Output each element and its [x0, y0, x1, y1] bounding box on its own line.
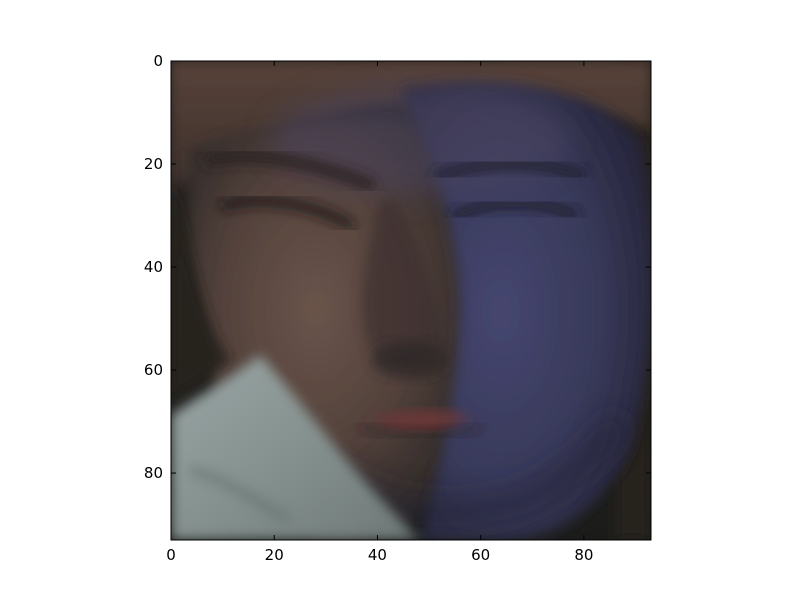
x-tick-label: 80	[574, 546, 593, 564]
face-shadow-side	[400, 82, 651, 540]
y-tick-label: 60	[144, 361, 163, 379]
x-axis: 0 20 40 60 80	[166, 61, 593, 564]
eye-left	[220, 196, 355, 230]
left-background	[171, 180, 230, 400]
mouth-line	[359, 423, 481, 439]
y-tick-label: 40	[144, 258, 163, 276]
eye-right	[450, 199, 580, 220]
shirt-fold	[189, 466, 292, 524]
y-tick-label: 80	[144, 464, 163, 482]
y-tick-label: 20	[144, 155, 163, 173]
x-tick-label: 40	[368, 546, 387, 564]
lips	[370, 410, 470, 430]
x-tick-label: 20	[265, 546, 284, 564]
x-tick-label: 0	[166, 546, 176, 564]
y-tick-label: 0	[153, 52, 163, 70]
eyebrow-right	[434, 157, 586, 181]
y-axis: 0 20 40 60 80	[144, 52, 651, 482]
axes-frame	[170, 60, 652, 541]
face-photo	[171, 61, 651, 540]
eyebrow-left	[204, 150, 376, 191]
nose-tip-shadow	[372, 342, 448, 378]
forehead	[270, 85, 570, 195]
x-tick-label: 60	[471, 546, 490, 564]
nose	[361, 200, 445, 368]
shirt	[171, 355, 420, 540]
